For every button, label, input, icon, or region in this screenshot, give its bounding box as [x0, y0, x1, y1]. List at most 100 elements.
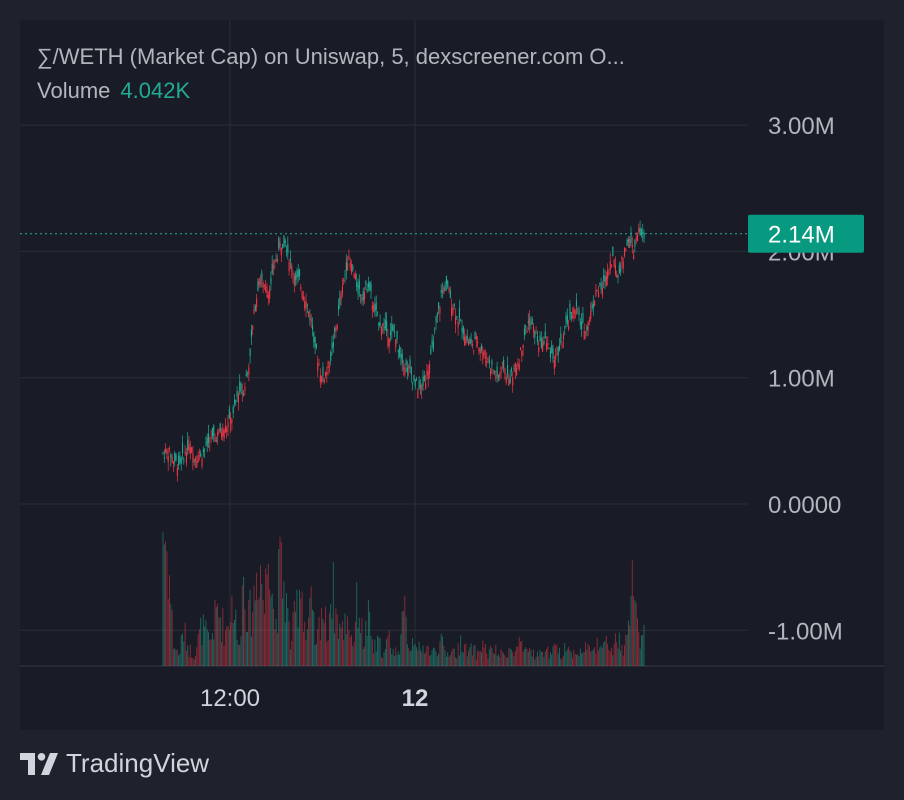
volume-bar — [254, 600, 256, 666]
volume-bar — [219, 617, 221, 666]
volume-bar — [253, 585, 255, 666]
candle-body — [616, 274, 618, 278]
candle-body — [165, 449, 167, 453]
volume-bar — [353, 641, 355, 666]
candle-body — [336, 324, 338, 329]
candle-body — [624, 247, 626, 256]
candle-body — [291, 265, 293, 272]
candle-body — [627, 239, 629, 243]
volume-bar — [559, 647, 560, 666]
volume-bar — [499, 657, 501, 666]
volume-bar — [364, 646, 365, 666]
volume-bar — [240, 636, 242, 666]
volume-bar — [377, 635, 378, 666]
volume-bar — [470, 643, 472, 666]
candle-body — [261, 272, 263, 282]
tradingview-brand[interactable]: TradingView — [20, 748, 209, 779]
candle-body — [178, 455, 180, 466]
candle-body — [210, 436, 212, 439]
candle-body — [191, 447, 193, 453]
volume-bar — [314, 645, 316, 666]
candle-body — [205, 442, 207, 444]
candle-body — [214, 436, 216, 442]
volume-bar — [457, 643, 459, 666]
candle-body — [629, 238, 631, 248]
candle-body — [592, 303, 594, 309]
volume-bar — [432, 647, 434, 666]
candle-body — [549, 350, 551, 358]
volume-bar — [601, 647, 603, 666]
candle-body — [209, 445, 211, 447]
volume-bar — [505, 657, 507, 666]
volume-value: 4.042K — [120, 78, 191, 103]
volume-bar — [575, 654, 577, 666]
volume-bar — [373, 653, 375, 666]
volume-bar — [296, 589, 298, 666]
volume-bar — [564, 643, 566, 666]
candle-body — [604, 275, 606, 282]
volume-bar — [481, 652, 482, 666]
volume-bar — [399, 654, 401, 666]
volume-bar — [340, 627, 342, 666]
volume-bar — [533, 649, 534, 666]
volume-bar — [488, 649, 490, 666]
candle-body — [257, 281, 259, 291]
candle-body — [591, 304, 593, 310]
candle-body — [283, 235, 285, 246]
candle-body — [280, 247, 282, 256]
volume-bar — [620, 650, 622, 666]
volume-bar — [419, 649, 421, 666]
volume-bar — [392, 649, 394, 666]
volume-bar — [222, 607, 224, 666]
candle-body — [256, 298, 258, 307]
volume-bar — [572, 658, 573, 666]
candle-body — [626, 239, 628, 246]
volume-bar — [382, 658, 384, 666]
candle-body — [577, 308, 579, 310]
candle-body — [487, 357, 489, 360]
volume-bar — [637, 618, 638, 666]
candle-body — [379, 322, 381, 326]
candle-body — [473, 350, 475, 352]
volume-bar — [288, 621, 290, 666]
candle-body — [344, 274, 346, 276]
candle-body — [504, 368, 506, 375]
candle-body — [351, 264, 353, 273]
volume-bar — [513, 655, 515, 666]
candle-body — [163, 457, 165, 459]
volume-bar — [609, 651, 611, 666]
volume-bar — [258, 597, 260, 666]
candle-body — [445, 275, 447, 284]
volume-bar — [426, 645, 428, 666]
volume-bar — [330, 603, 332, 666]
candle-body — [236, 391, 238, 397]
volume-bar — [525, 647, 527, 666]
candle-body — [370, 283, 372, 292]
volume-bar — [471, 655, 473, 666]
volume-bar — [319, 640, 321, 666]
candle-body — [510, 368, 512, 371]
candle-body — [187, 439, 189, 450]
candle-body — [269, 289, 271, 299]
candle-body — [442, 290, 444, 292]
candle-body — [484, 356, 486, 358]
candle-body — [391, 324, 393, 331]
candle-body — [245, 373, 247, 376]
volume-bar — [444, 650, 446, 666]
volume-bar — [327, 640, 329, 666]
volume-bar — [512, 652, 514, 666]
volume-bar — [306, 629, 308, 666]
candle-body — [539, 335, 541, 341]
candle-body — [455, 316, 457, 325]
volume-bar — [273, 608, 274, 666]
volume-bar — [206, 629, 208, 666]
candle-body — [429, 363, 431, 374]
volume-bar — [241, 585, 243, 666]
volume-bar — [423, 653, 425, 666]
volume-bar — [639, 648, 641, 666]
volume-bar — [369, 611, 371, 666]
volume-bar — [491, 648, 493, 666]
candle-body — [266, 289, 268, 298]
candle-body — [399, 347, 401, 357]
